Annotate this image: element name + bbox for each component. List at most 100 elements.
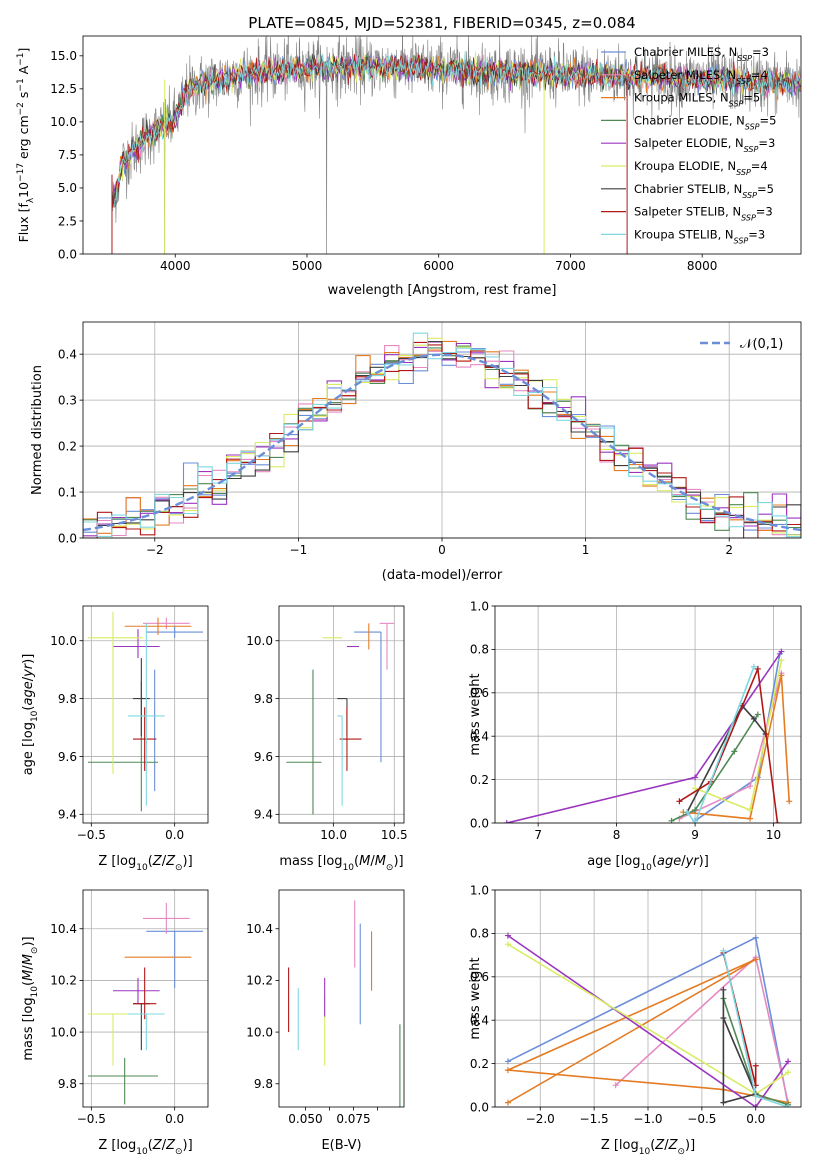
y-tick-label: 9.6 bbox=[58, 750, 77, 764]
legend-sub: SSP bbox=[741, 213, 756, 222]
label-part: 10 bbox=[640, 863, 652, 873]
label-part: mass [log bbox=[21, 997, 36, 1060]
label-part: Z bbox=[152, 854, 163, 869]
legend-suffix: =3 bbox=[748, 227, 765, 241]
label-part: 10 bbox=[136, 863, 148, 873]
legend-entry: Salpeter STELIB, NSSP=3 bbox=[634, 205, 773, 223]
y-tick-label: 0.0 bbox=[470, 1100, 489, 1114]
marker-salpeter_miles bbox=[612, 1082, 619, 1089]
axes-frame bbox=[278, 605, 405, 824]
legend-entry: Chabrier STELIB, NSSP=5 bbox=[634, 182, 774, 200]
label-part: )] bbox=[21, 654, 36, 664]
x-axis-label: mass [log10(M/M⊙)] bbox=[279, 854, 403, 873]
legend-label: Chabrier STELIB, N bbox=[634, 182, 742, 196]
label-part: / bbox=[370, 854, 375, 869]
label-part: −17 bbox=[16, 163, 26, 182]
label-part: age bbox=[657, 854, 681, 869]
mass_vs_z-points bbox=[88, 902, 203, 1105]
x-axis-label: age [log10(age/yr)] bbox=[587, 854, 709, 873]
marker-chabrier_stelib bbox=[750, 715, 757, 722]
label-part: Z [log bbox=[98, 1138, 136, 1153]
y-tick-label: 10.4 bbox=[246, 922, 273, 936]
label-part: ⊙ bbox=[677, 1147, 685, 1157]
legend-suffix: =4 bbox=[751, 68, 768, 82]
marker-chabrier_miles bbox=[504, 1058, 511, 1065]
histograms bbox=[83, 332, 801, 538]
marker-kroupa_miles bbox=[504, 1067, 511, 1074]
y-tick-label: 0.6 bbox=[470, 970, 489, 984]
y-tick-label: 5.0 bbox=[58, 181, 77, 195]
y-axis-label: age [log10(age/yr)] bbox=[21, 654, 40, 776]
label-part: −2 bbox=[16, 102, 26, 115]
spectrum-axes: 4000 5000 6000 7000 8000 0.0 2.5 5.0 7.5 10.0 12.5… bbox=[16, 14, 802, 298]
legend-sub: SSP bbox=[729, 99, 744, 108]
marker-kroupa_miles bbox=[786, 798, 793, 805]
legend-label: Salpeter STELIB, N bbox=[634, 205, 741, 219]
y-tick-label: 0.6 bbox=[470, 686, 489, 700]
marker-chabrier_stelib bbox=[720, 1099, 727, 1106]
marker-kroupa_stelib bbox=[692, 820, 699, 823]
legend-suffix: =5 bbox=[743, 91, 760, 105]
series-kroupa_miles bbox=[683, 675, 790, 820]
label-part: )] bbox=[685, 1138, 695, 1153]
series-salpeter_elodie bbox=[507, 934, 789, 1107]
y-tick-label: 0.2 bbox=[470, 1057, 489, 1071]
y-axis-label: Normed distribution bbox=[30, 365, 45, 495]
axes-frame bbox=[494, 605, 802, 824]
x-tick-label: 10.0 bbox=[320, 828, 347, 842]
label-part: Flux [f bbox=[16, 203, 31, 243]
histogram-kroupa_stelib bbox=[83, 332, 801, 538]
marker-chabrier_miles bbox=[752, 934, 759, 941]
label-part: A bbox=[16, 65, 31, 78]
label-part: age bbox=[21, 681, 36, 705]
y-tick-label: 2.5 bbox=[58, 214, 77, 228]
legend-label: Kroupa ELODIE, N bbox=[634, 159, 736, 173]
label-part: Z [log bbox=[98, 854, 136, 869]
label-part: ( bbox=[354, 854, 359, 869]
x-tick-label: 10 bbox=[766, 828, 781, 842]
axes-frame bbox=[278, 889, 405, 1108]
x-tick-label: −0.5 bbox=[77, 828, 106, 842]
legend-label: 𝒩(0,1) bbox=[740, 337, 783, 352]
marker-kroupa_stelib bbox=[752, 1093, 759, 1100]
marker-salpeter_elodie bbox=[692, 774, 699, 781]
legend-suffix: =5 bbox=[757, 182, 774, 196]
x-tick-label: 10.5 bbox=[381, 828, 408, 842]
label-part: M bbox=[21, 970, 36, 981]
marker-kroupa_stelib bbox=[750, 663, 757, 670]
marker-kroupa_elodie bbox=[747, 806, 753, 813]
x-tick-label: 0.075 bbox=[336, 1112, 370, 1126]
y-tick-label: 10.2 bbox=[246, 974, 273, 988]
label-part: Z bbox=[152, 1138, 163, 1153]
x-tick-label: −1.0 bbox=[633, 1112, 662, 1126]
y-tick-label: 10.0 bbox=[50, 115, 77, 129]
x-tick-label: 9 bbox=[691, 828, 699, 842]
series-chabrier_elodie bbox=[671, 714, 759, 822]
y-tick-label: 9.8 bbox=[254, 692, 273, 706]
legend-suffix: =4 bbox=[751, 159, 768, 173]
label-part: / bbox=[162, 854, 167, 869]
x-axis-label: E(B-V) bbox=[321, 1138, 361, 1153]
axes-frame bbox=[82, 321, 802, 539]
marker-salpeter_stelib bbox=[754, 665, 761, 672]
label-part: mass [log bbox=[279, 854, 342, 869]
x-tick-label: 0.050 bbox=[288, 1112, 322, 1126]
x-tick-label: −2.0 bbox=[526, 1112, 555, 1126]
marker-kroupa_elodie bbox=[785, 1069, 792, 1076]
marker-salpeter_stelib bbox=[676, 798, 683, 805]
y-tick-label: 0.8 bbox=[470, 927, 489, 941]
label-part: λ bbox=[26, 197, 36, 203]
series-chabrier_stelib bbox=[686, 704, 767, 813]
marker-salpeter_stelib bbox=[752, 1062, 759, 1069]
x-tick-label: 8000 bbox=[687, 259, 718, 273]
marker-salpeter_elodie bbox=[752, 1104, 759, 1107]
label-part: ( bbox=[650, 1138, 655, 1153]
model-kroupa_stelib-line bbox=[111, 51, 801, 211]
label-part: M bbox=[21, 954, 36, 965]
x-axis-label: (data-model)/error bbox=[382, 568, 503, 583]
x-tick-label: 0.0 bbox=[165, 828, 184, 842]
age_vs_z-axes: −0.5 0.09.49.69.810.0Z [log10(Z/Z⊙)]age [… bbox=[21, 605, 209, 873]
marker-chabrier_elodie bbox=[692, 806, 699, 813]
label-part: ⊙ bbox=[386, 863, 394, 873]
